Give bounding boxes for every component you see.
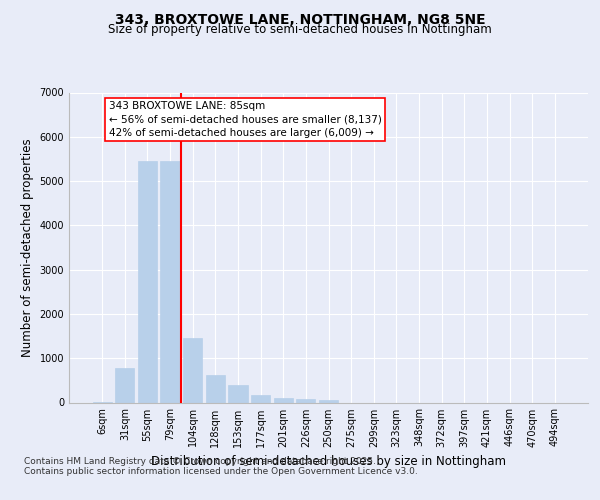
Bar bbox=[229, 385, 248, 402]
Bar bbox=[138, 161, 157, 402]
X-axis label: Distribution of semi-detached houses by size in Nottingham: Distribution of semi-detached houses by … bbox=[151, 455, 506, 468]
Y-axis label: Number of semi-detached properties: Number of semi-detached properties bbox=[21, 138, 34, 357]
Text: Contains HM Land Registry data © Crown copyright and database right 2025.: Contains HM Land Registry data © Crown c… bbox=[24, 458, 376, 466]
Bar bbox=[251, 395, 270, 402]
Bar bbox=[296, 400, 316, 402]
Bar bbox=[183, 338, 202, 402]
Bar bbox=[160, 161, 180, 402]
Bar bbox=[206, 375, 225, 402]
Bar bbox=[319, 400, 338, 402]
Bar bbox=[274, 398, 293, 402]
Bar bbox=[115, 368, 134, 402]
Text: 343, BROXTOWE LANE, NOTTINGHAM, NG8 5NE: 343, BROXTOWE LANE, NOTTINGHAM, NG8 5NE bbox=[115, 12, 485, 26]
Text: Contains public sector information licensed under the Open Government Licence v3: Contains public sector information licen… bbox=[24, 468, 418, 476]
Text: 343 BROXTOWE LANE: 85sqm
← 56% of semi-detached houses are smaller (8,137)
42% o: 343 BROXTOWE LANE: 85sqm ← 56% of semi-d… bbox=[109, 102, 382, 138]
Text: Size of property relative to semi-detached houses in Nottingham: Size of property relative to semi-detach… bbox=[108, 22, 492, 36]
